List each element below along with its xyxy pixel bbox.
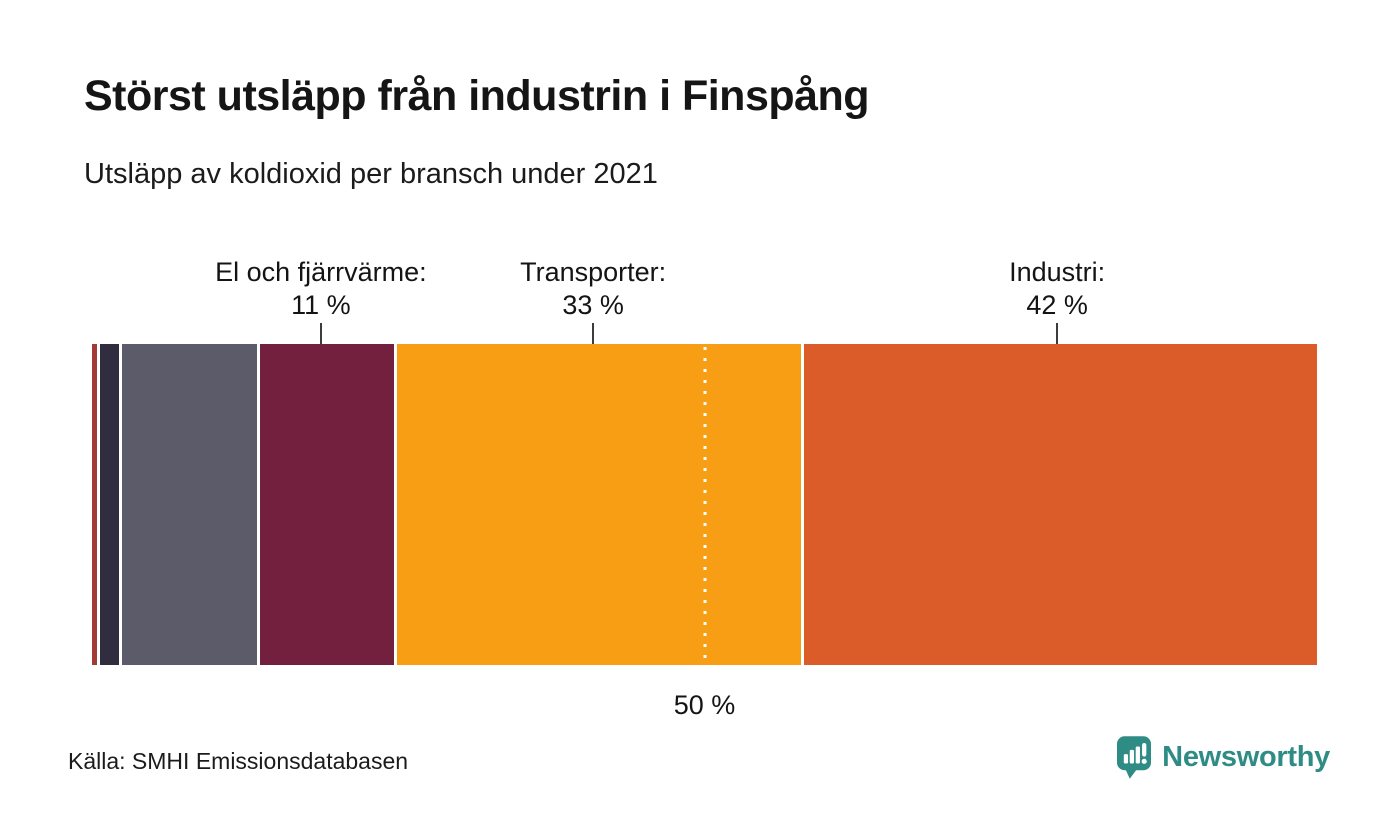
bar-segment-industri xyxy=(803,344,1317,665)
brand-name: Newsworthy xyxy=(1162,741,1330,773)
segment-annotation-transporter: Transporter: 33 % xyxy=(520,256,666,322)
newsworthy-logo-icon xyxy=(1117,736,1152,779)
bar-segment-el-och-fjarrvarme xyxy=(259,344,395,665)
annotation-tick xyxy=(1056,323,1059,344)
bar-segment-other-a xyxy=(92,344,97,665)
segment-value: 33 % xyxy=(562,290,624,320)
annotation-layer: El och fjärrvärme: 11 % Transporter: 33 % In… xyxy=(92,250,1317,344)
annotation-tick xyxy=(319,323,322,344)
fifty-percent-line xyxy=(703,347,706,662)
brand-lockup: Newsworthy xyxy=(1117,736,1330,779)
segment-annotation-industri: Industri: 42 % xyxy=(1009,256,1105,322)
stacked-bar xyxy=(92,344,1317,665)
bar-segment-transporter xyxy=(397,344,801,665)
page-title: Störst utsläpp från industrin i Finspång xyxy=(84,72,870,120)
stacked-bar-chart xyxy=(92,344,1317,665)
segment-annotation-el-och-fjarrvarme: El och fjärrvärme: 11 % xyxy=(215,256,427,322)
segment-label: Transporter: xyxy=(520,257,667,287)
segment-value: 42 % xyxy=(1026,290,1088,320)
segment-label: Industri: xyxy=(1009,257,1106,287)
bar-segment-other-c xyxy=(122,344,257,665)
fifty-percent-label: 50 % xyxy=(673,690,736,720)
page-subtitle: Utsläpp av koldioxid per bransch under 2… xyxy=(84,158,658,190)
segment-label: El och fjärrvärme: xyxy=(215,257,427,287)
segment-value: 11 % xyxy=(291,290,351,320)
annotation-tick xyxy=(592,323,595,344)
bar-segment-other-b xyxy=(99,344,120,665)
source-note: Källa: SMHI Emissionsdatabasen xyxy=(68,748,409,774)
